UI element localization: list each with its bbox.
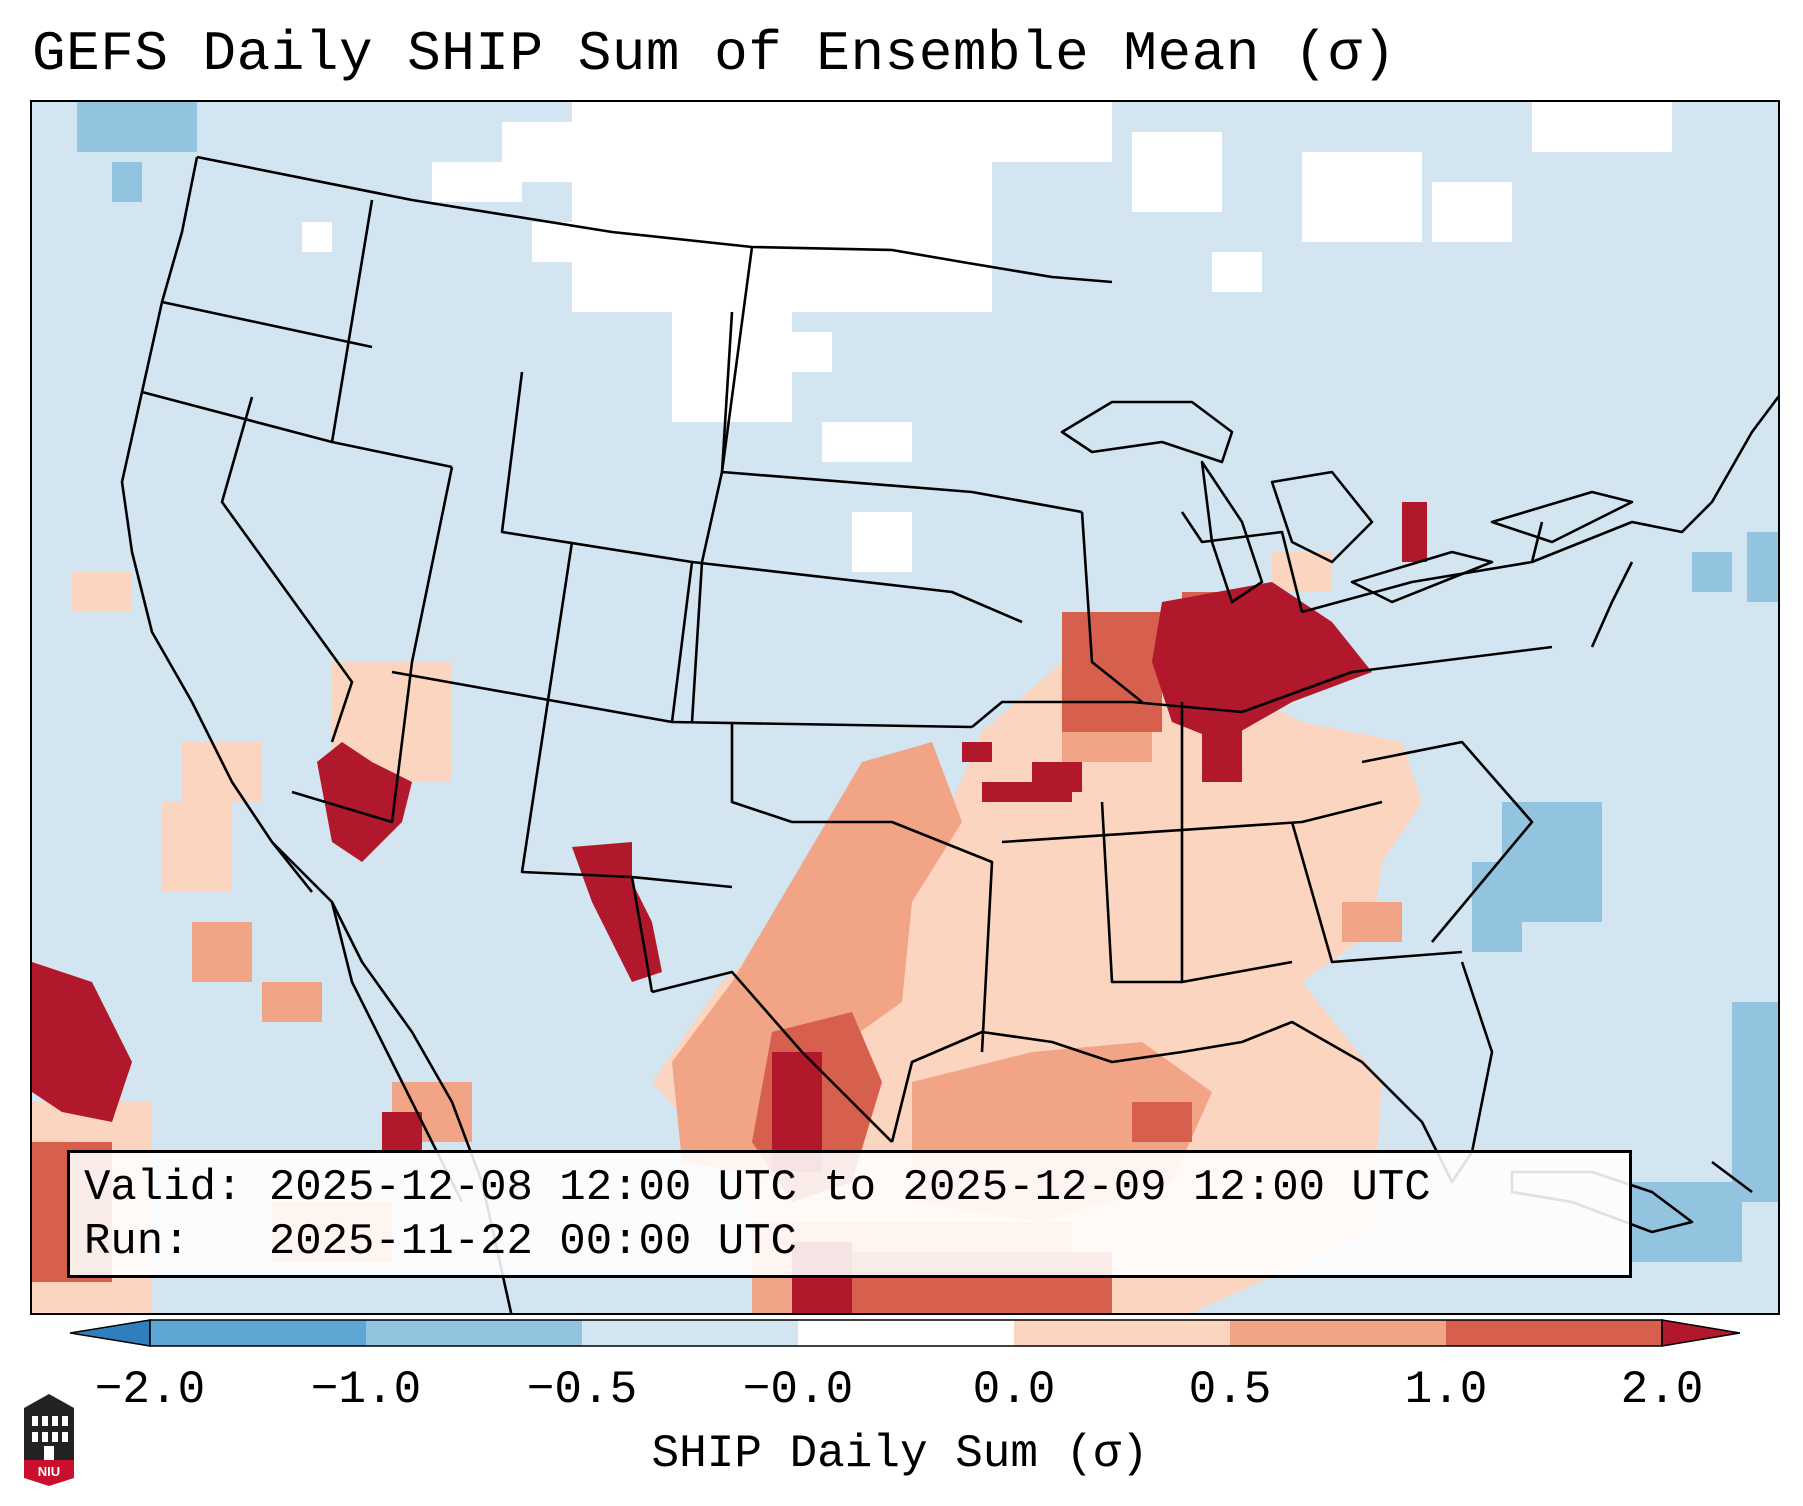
neutral-field-north [302,102,1672,572]
cbar-tick-label: −0.0 [742,1364,854,1416]
map-panel [30,100,1780,1315]
colorbar-title: SHIP Daily Sum (σ) [651,1428,1149,1480]
university-building-icon: NIU [20,1390,78,1486]
conus-map [32,102,1778,1313]
cbar-tick-label: −0.5 [526,1364,638,1416]
valid-value: 2025-12-08 12:00 UTC to 2025-12-09 12:00… [268,1163,1431,1213]
colorbar-extend-high [1661,1319,1741,1347]
validity-info-box: Valid: 2025-12-08 12:00 UTC to 2025-12-0… [67,1150,1632,1278]
colorbar-bin-2 [366,1320,582,1346]
colorbar-bin-5 [1014,1320,1230,1346]
very-strong-positive-anomaly [32,502,1427,1313]
negative-anomaly-patches [77,102,1778,1262]
colorbar-extend-low [69,1319,151,1347]
cbar-tick-label: 1.0 [1404,1364,1488,1416]
valid-label: Valid: [84,1163,243,1213]
map-title: GEFS Daily SHIP Sum of Ensemble Mean (σ) [32,22,1397,86]
cbar-tick-label: 2.0 [1620,1364,1704,1416]
state-boundaries [120,155,1778,1313]
colorbar-bin-4 [798,1320,1014,1346]
cbar-tick-label: 0.0 [972,1364,1056,1416]
colorbar-bin-7 [1446,1320,1662,1346]
colorbar-svg [69,1319,1741,1347]
run-value: 2025-11-22 00:00 UTC [268,1217,797,1267]
cbar-tick-label: 0.5 [1188,1364,1272,1416]
colorbar [69,1318,1741,1348]
colorbar-bin-3 [582,1320,798,1346]
cbar-tick-label: −2.0 [94,1364,206,1416]
colorbar-bin-1 [150,1320,366,1346]
logo-text: NIU [38,1464,60,1479]
cbar-tick-label: −1.0 [310,1364,422,1416]
colorbar-bin-6 [1230,1320,1446,1346]
run-label: Run: [84,1217,190,1267]
